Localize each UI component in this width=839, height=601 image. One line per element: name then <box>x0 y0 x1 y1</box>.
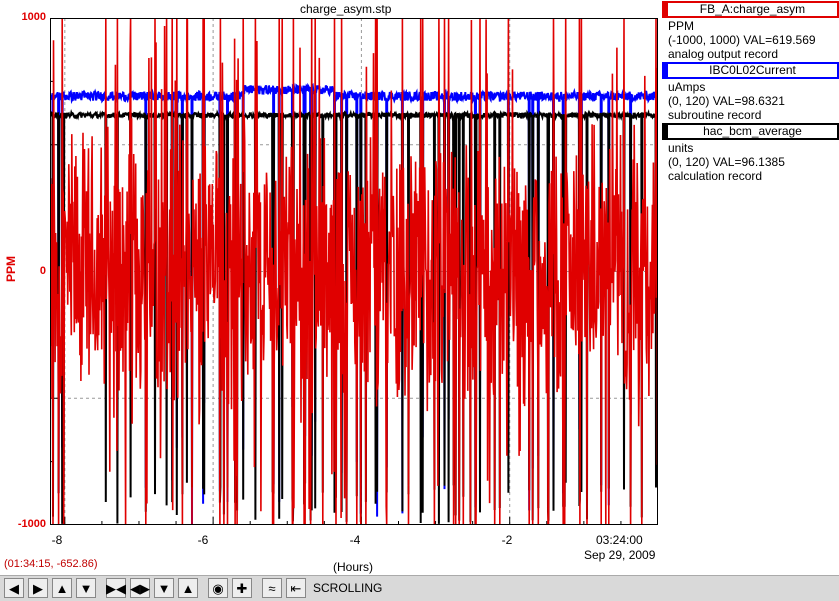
scroll-mode-icon[interactable]: ⇤ <box>286 578 306 598</box>
arrow-up-icon[interactable]: ▲ <box>52 578 72 598</box>
x-tick-label: -8 <box>51 533 63 547</box>
zoom-out-horizontal-icon[interactable]: ◀▶ <box>130 578 150 598</box>
center-icon[interactable]: ◉ <box>208 578 228 598</box>
x-tick-label: -2 <box>501 533 513 547</box>
legend: FB_A:charge_asym PPM (-1000, 1000) VAL=6… <box>662 0 839 183</box>
zoom-out-vertical-icon[interactable]: ▲ <box>178 578 198 598</box>
legend-range-value: (-1000, 1000) VAL=619.569 <box>668 33 816 47</box>
arrow-right-icon[interactable]: ▶ <box>28 578 48 598</box>
legend-item-hac-bcm-average[interactable]: hac_bcm_average <box>662 123 839 140</box>
legend-units: PPM <box>668 19 695 33</box>
y-tick-label: 0 <box>39 265 46 277</box>
toolbar: ◀ ▶ ▲ ▼ ▶◀ ◀▶ ▼ ▲ ◉ ✚ ≈ ⇤ SCROLLING <box>0 575 839 601</box>
legend-record-type: analog output record <box>668 47 779 61</box>
y-tick-label: 1000 <box>21 11 46 23</box>
chart-title: charge_asym.stp <box>300 2 392 16</box>
legend-record-type: calculation record <box>668 169 763 183</box>
x-end-time: 03:24:00 <box>596 533 643 547</box>
legend-item-fb-a-charge-asym[interactable]: FB_A:charge_asym <box>662 1 839 18</box>
plot-frame-top <box>50 18 658 525</box>
arrow-down-icon[interactable]: ▼ <box>76 578 96 598</box>
x-tick-label: -6 <box>197 533 209 547</box>
legend-item-ibc0l02current[interactable]: IBC0L02Current <box>662 62 839 79</box>
arrow-left-icon[interactable]: ◀ <box>4 578 24 598</box>
x-tick-label: -4 <box>349 533 361 547</box>
legend-range-value: (0, 120) VAL=98.6321 <box>668 94 785 108</box>
legend-units: uAmps <box>668 80 706 94</box>
cursor-readout: (01:34:15, -652.86) <box>4 558 98 570</box>
zoom-in-horizontal-icon[interactable]: ▶◀ <box>106 578 126 598</box>
legend-units: units <box>668 141 694 155</box>
crosshair-icon[interactable]: ✚ <box>232 578 252 598</box>
series-line-fb-a-charge-asym <box>50 18 658 525</box>
plot-svg[interactable] <box>50 18 658 525</box>
zoom-in-vertical-icon[interactable]: ▼ <box>154 578 174 598</box>
x-axis-label: (Hours) <box>333 560 374 574</box>
legend-range-value: (0, 120) VAL=96.1385 <box>668 155 785 169</box>
y-tick-label: -1000 <box>17 518 46 530</box>
auto-scale-icon[interactable]: ≈ <box>262 578 282 598</box>
plot-area[interactable] <box>50 18 658 525</box>
x-end-date: Sep 29, 2009 <box>584 548 656 562</box>
scrolling-mode-label: SCROLLING <box>313 581 383 595</box>
legend-record-type: subroutine record <box>668 108 762 122</box>
